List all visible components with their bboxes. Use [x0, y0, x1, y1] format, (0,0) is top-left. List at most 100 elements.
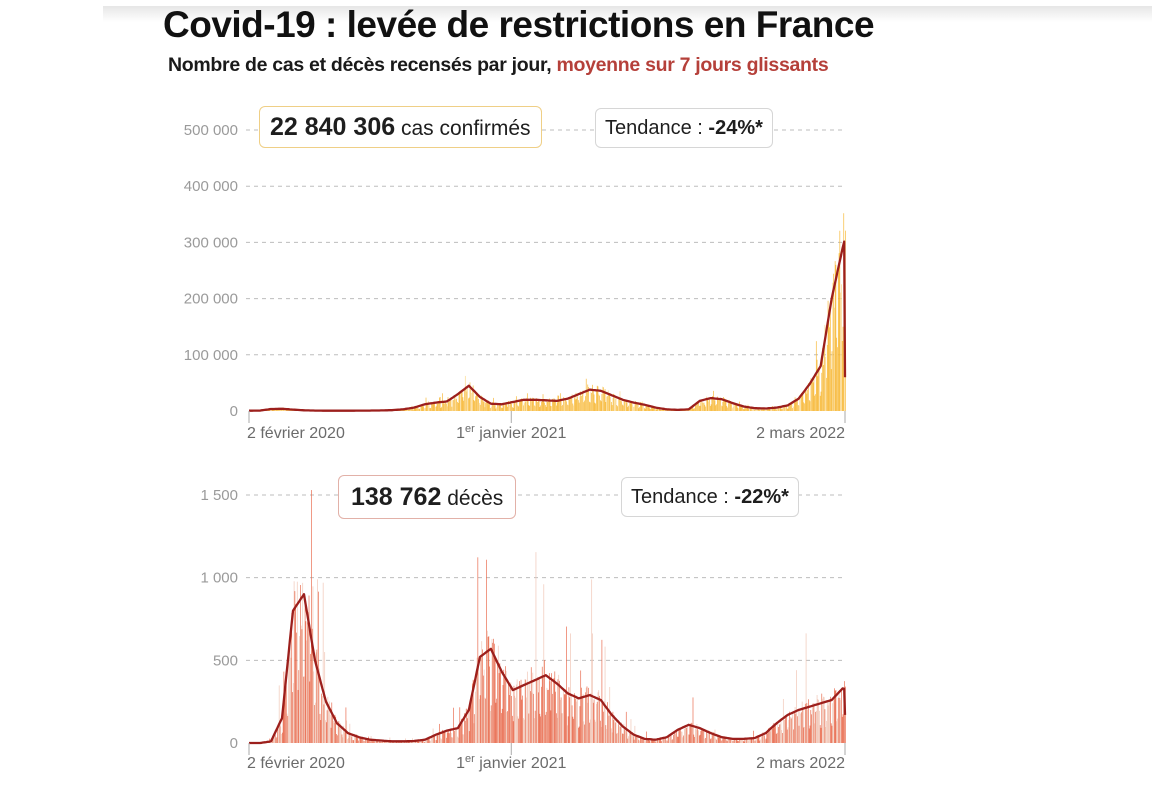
daily-bar: [780, 718, 782, 743]
daily-bar: [485, 402, 487, 411]
daily-bar: [753, 730, 754, 743]
daily-bar: [280, 726, 282, 743]
daily-bar: [589, 719, 591, 743]
daily-bar: [372, 739, 373, 743]
daily-bar: [625, 400, 626, 411]
daily-bar: [574, 399, 576, 411]
daily-bar: [546, 398, 548, 411]
y-tick-label: 400 000: [184, 178, 238, 195]
daily-bar: [663, 737, 665, 743]
daily-bar: [710, 738, 712, 743]
daily-bar: [468, 708, 469, 743]
daily-bar: [461, 392, 462, 411]
daily-bar: [446, 731, 448, 743]
daily-bar: [584, 400, 585, 411]
daily-bar: [779, 724, 780, 743]
daily-bar: [640, 402, 642, 411]
daily-bar: [834, 688, 835, 743]
daily-bar: [278, 409, 280, 411]
cases-total-text: cas confirmés: [395, 117, 531, 140]
daily-bar: [821, 372, 823, 411]
daily-bar: [290, 657, 292, 743]
daily-bar: [731, 737, 732, 743]
daily-bar: [735, 405, 737, 411]
daily-bar: [715, 405, 717, 411]
daily-bar: [784, 719, 786, 743]
daily-bar: [328, 703, 329, 743]
daily-bar: [833, 699, 834, 743]
daily-bar: [670, 733, 672, 743]
daily-bar: [303, 676, 304, 743]
daily-bar: [547, 401, 549, 411]
daily-bar: [307, 611, 309, 743]
daily-bar: [419, 741, 421, 743]
daily-bar: [439, 396, 441, 411]
daily-bar: [742, 405, 743, 411]
daily-bar: [647, 739, 649, 743]
daily-bar: [629, 402, 631, 411]
daily-bar: [759, 740, 761, 743]
daily-bar: [749, 738, 751, 743]
daily-bar: [805, 389, 807, 411]
daily-bar: [687, 410, 689, 411]
daily-bar: [804, 703, 806, 743]
daily-bar: [621, 404, 623, 411]
daily-bar: [594, 719, 596, 743]
daily-bar: [285, 689, 286, 743]
daily-bar: [520, 399, 522, 411]
daily-bar: [538, 398, 540, 411]
daily-bar: [742, 740, 744, 743]
daily-bar: [527, 682, 529, 743]
daily-bar: [325, 720, 326, 743]
daily-bar: [614, 715, 615, 743]
daily-bar: [717, 735, 718, 743]
daily-bar: [441, 739, 443, 743]
daily-bar: [593, 394, 595, 411]
daily-bar: [793, 729, 794, 743]
daily-bar: [609, 393, 611, 411]
daily-bar: [647, 405, 649, 411]
daily-bar: [644, 741, 646, 743]
daily-bar: [602, 386, 604, 411]
daily-bar: [821, 693, 823, 743]
daily-bar: [580, 670, 582, 743]
daily-bar: [808, 728, 810, 743]
daily-bar: [479, 699, 480, 743]
daily-bar: [378, 740, 380, 743]
deaths-trend-value: -22%*: [734, 486, 789, 508]
daily-bar: [468, 397, 470, 411]
daily-bar: [699, 405, 701, 411]
daily-bar: [422, 406, 424, 411]
daily-bar: [456, 728, 457, 743]
daily-bar: [745, 738, 746, 743]
daily-bar: [654, 741, 656, 743]
daily-bar: [344, 729, 346, 743]
daily-bar: [504, 666, 506, 743]
daily-bar: [826, 344, 828, 411]
daily-bar: [574, 397, 575, 411]
daily-bar: [655, 741, 657, 743]
daily-bar: [616, 733, 618, 743]
daily-bar: [651, 740, 652, 743]
daily-bar: [654, 406, 655, 411]
daily-bar: [834, 307, 835, 411]
daily-bar: [794, 706, 796, 743]
daily-bar: [464, 375, 466, 411]
daily-bar: [801, 394, 803, 411]
daily-bar: [276, 737, 278, 743]
daily-bar: [768, 728, 769, 743]
daily-bar: [488, 636, 490, 743]
daily-bar: [396, 742, 398, 743]
daily-bar: [678, 729, 680, 743]
daily-bar: [607, 711, 609, 743]
daily-bar: [747, 738, 749, 743]
daily-bar: [724, 399, 726, 411]
daily-bar: [809, 401, 811, 411]
daily-bar: [782, 698, 784, 743]
daily-bar: [668, 734, 669, 743]
daily-bar: [542, 394, 544, 411]
daily-bar: [691, 723, 693, 743]
daily-bar: [803, 402, 805, 411]
daily-bar: [367, 739, 369, 743]
daily-bar: [508, 695, 510, 743]
